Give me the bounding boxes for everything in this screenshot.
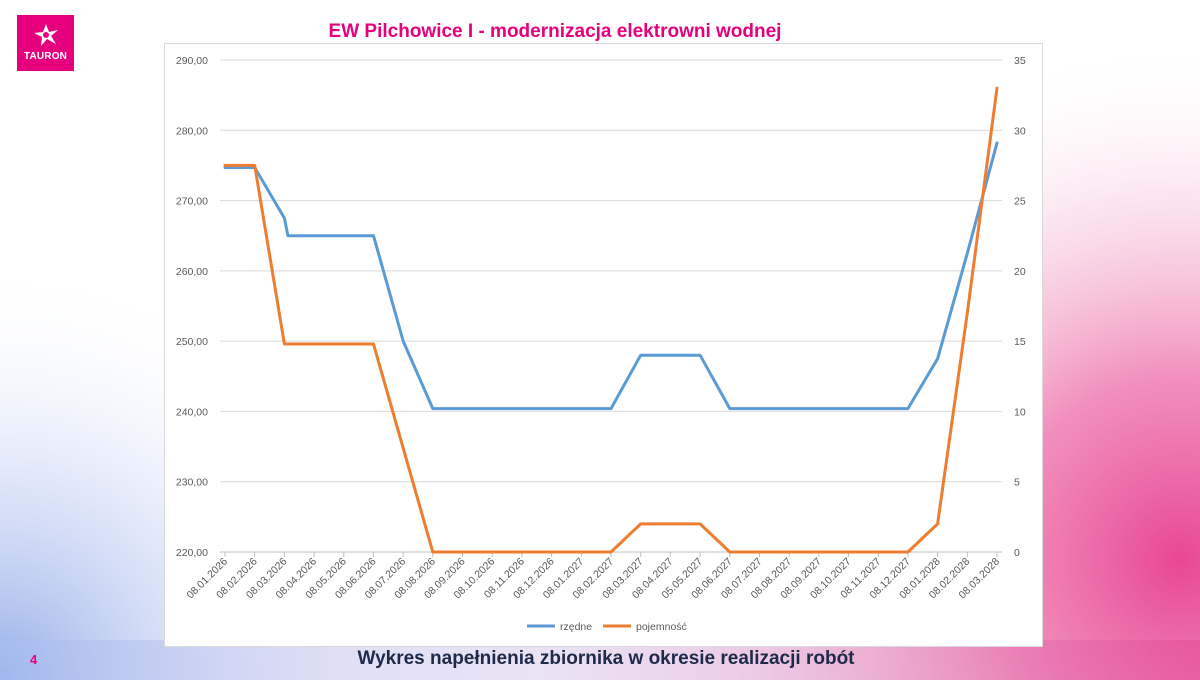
chart-area: 220,00 230,00 240,00 250,00 260,00 270,00 280,…	[164, 43, 1043, 647]
series-line-rzedne	[223, 141, 999, 411]
line-chart: 220,00 230,00 240,00 250,00 260,00 270,00 280,…	[176, 55, 1026, 633]
y-left-tick-label: 250,00	[176, 336, 208, 348]
y-right-tick-label: 10	[1014, 406, 1026, 418]
y-left-tick-label: 260,00	[176, 266, 208, 278]
y-left-tick-label: 220,00	[176, 547, 208, 559]
y-right-tick-label: 20	[1014, 266, 1026, 278]
chart-title: EW Pilchowice I - modernizacja elektrown…	[328, 21, 782, 42]
logo-text: TAURON	[23, 51, 68, 62]
y-right-tick-label: 15	[1014, 336, 1026, 348]
y-left-tick-label: 230,00	[176, 477, 208, 489]
page-number: 4	[30, 652, 38, 667]
tauron-logo: TAURON	[17, 15, 74, 71]
y-left-tick-label: 270,00	[176, 196, 208, 208]
legend-label: rzędne	[560, 621, 592, 633]
y-right-tick-label: 25	[1014, 196, 1026, 208]
y-right-tick-label: 0	[1014, 547, 1020, 559]
y-right-tick-label: 35	[1014, 55, 1026, 67]
series-line-pojemnosc	[223, 86, 999, 554]
y-left-tick-label: 290,00	[176, 55, 208, 67]
tauron-logo-icon	[33, 24, 58, 46]
y-right-tick-label: 5	[1014, 477, 1020, 489]
slide-caption: Wykres napełnienia zbiornika w okresie r…	[357, 648, 855, 669]
y-left-tick-label: 280,00	[176, 125, 208, 137]
y-right-tick-label: 30	[1014, 125, 1026, 137]
legend-label: pojemność	[636, 621, 687, 633]
y-left-tick-label: 240,00	[176, 406, 208, 418]
